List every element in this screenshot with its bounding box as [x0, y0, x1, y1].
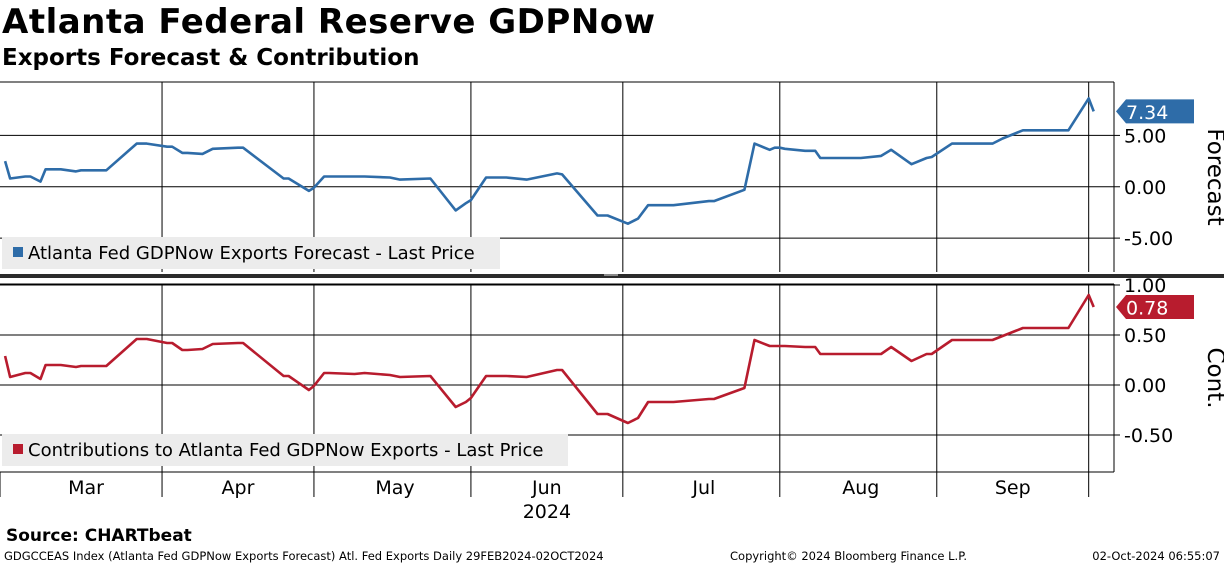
- y-tick-label: 0.00: [1124, 177, 1166, 199]
- last-value-tag: [1116, 99, 1194, 124]
- legend-label: Atlanta Fed GDPNow Exports Forecast - La…: [28, 243, 475, 264]
- y-tick-label: 0.50: [1124, 325, 1166, 347]
- y-tick-label: 1.00: [1124, 275, 1166, 297]
- x-tick-label: Apr: [222, 477, 255, 499]
- y-axis-title: Cont.: [1202, 347, 1224, 408]
- series-line: [3, 293, 1095, 425]
- x-tick-label: Mar: [68, 477, 104, 499]
- x-tick-label: Sep: [995, 477, 1031, 499]
- y-axis-title: Forecast: [1202, 128, 1224, 225]
- series-line: [3, 97, 1095, 225]
- y-tick-label: -5.00: [1124, 228, 1173, 250]
- last-value-label: 0.78: [1126, 298, 1168, 320]
- y-tick-label: 5.00: [1124, 125, 1166, 147]
- legend-label: Contributions to Atlanta Fed GDPNow Expo…: [28, 440, 544, 461]
- legend-box: [2, 434, 568, 466]
- y-tick-label: 0.00: [1124, 375, 1166, 397]
- footer-left: GDGCCEAS Index (Atlanta Fed GDPNow Expor…: [4, 549, 604, 563]
- x-tick-label: May: [375, 477, 414, 499]
- footer-timestamp: 02-Oct-2024 06:55:07: [1092, 549, 1220, 563]
- chart-title: Atlanta Federal Reserve GDPNow: [2, 2, 656, 42]
- chart-subtitle: Exports Forecast & Contribution: [2, 45, 420, 71]
- source-note: Source: CHARTbeat: [6, 526, 192, 546]
- legend-swatch: [13, 247, 23, 257]
- x-tick-label: Aug: [842, 477, 879, 499]
- last-value-tag: [1116, 295, 1194, 319]
- x-tick-label: Jul: [691, 477, 715, 499]
- x-year-label: 2024: [523, 501, 571, 523]
- legend-swatch: [13, 444, 23, 454]
- y-tick-label: -0.50: [1124, 425, 1173, 447]
- footer-copyright: Copyright© 2024 Bloomberg Finance L.P.: [730, 549, 967, 563]
- divider-grip: [604, 274, 618, 276]
- legend-box: [2, 237, 500, 269]
- x-tick-label: Jun: [531, 477, 562, 499]
- last-value-label: 7.34: [1126, 102, 1168, 124]
